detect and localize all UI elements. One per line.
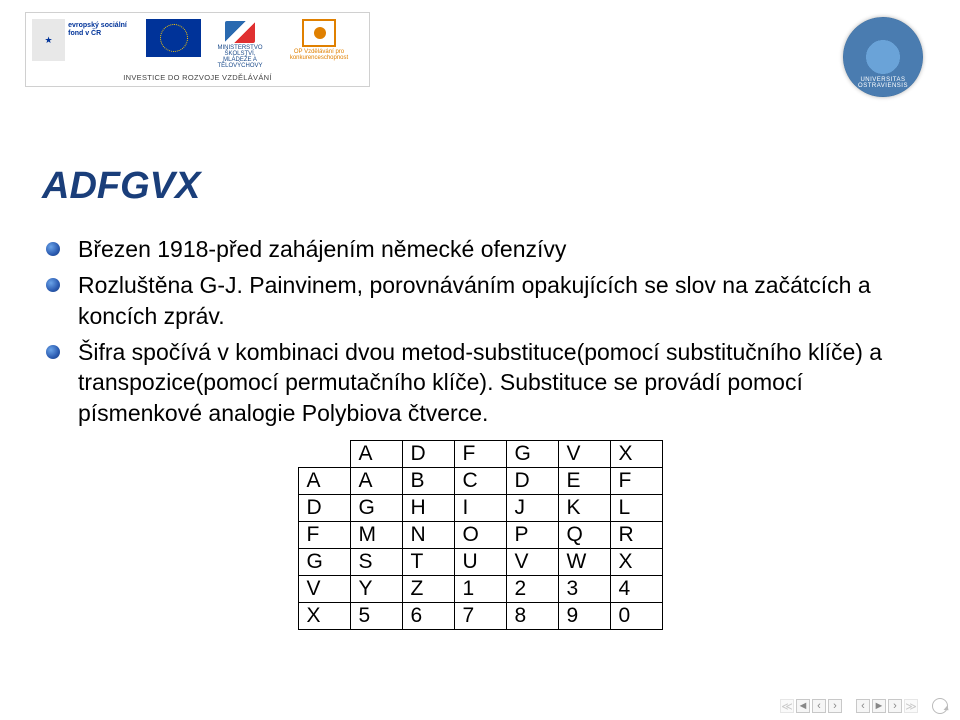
cell: G	[350, 495, 402, 522]
polybius-table: A D F G V X A A B C D E F D G H I J	[298, 440, 663, 630]
nav-loop-icon[interactable]	[932, 698, 948, 714]
row-header: X	[298, 603, 350, 630]
cell: F	[610, 468, 662, 495]
bullet-list: Březen 1918-před zahájením německé ofenz…	[42, 234, 918, 428]
cell: A	[350, 468, 402, 495]
polybius-table-wrap: A D F G V X A A B C D E F D G H I J	[42, 440, 918, 630]
cell: 4	[610, 576, 662, 603]
cell: Z	[402, 576, 454, 603]
esf-label: evropský sociální fond v ČR	[65, 19, 142, 61]
invest-caption: INVESTICE DO ROZVOJE VZDĚLÁVÁNÍ	[32, 73, 363, 82]
slide-header: ★ evropský sociální fond v ČR MINISTERST…	[0, 0, 960, 105]
cell: U	[454, 549, 506, 576]
eu-flag-icon	[146, 19, 201, 57]
slide-title: ADFGVX	[42, 165, 918, 208]
esf-icon: ★	[32, 19, 65, 61]
table-row: D G H I J K L	[298, 495, 662, 522]
cell: Q	[558, 522, 610, 549]
slide-content: ADFGVX Březen 1918-před zahájením německ…	[0, 105, 960, 630]
table-header-row: A D F G V X	[298, 441, 662, 468]
cell: J	[506, 495, 558, 522]
col-header: F	[454, 441, 506, 468]
cell: B	[402, 468, 454, 495]
cell: 3	[558, 576, 610, 603]
table-row: X 5 6 7 8 9 0	[298, 603, 662, 630]
cell: 1	[454, 576, 506, 603]
cell: M	[350, 522, 402, 549]
eu-funding-logos: ★ evropský sociální fond v ČR MINISTERST…	[25, 12, 370, 87]
msmt-label: MINISTERSTVO ŠKOLSTVÍ, MLÁDEŽE A TĚLOVÝC…	[217, 45, 262, 69]
cell: 5	[350, 603, 402, 630]
cell: X	[610, 549, 662, 576]
university-seal-icon	[843, 17, 923, 97]
col-header: D	[402, 441, 454, 468]
cell: H	[402, 495, 454, 522]
university-seal-block	[815, 2, 950, 104]
row-header: G	[298, 549, 350, 576]
nav-group-left: ≪ ◄ ‹ ›	[780, 699, 842, 713]
table-row: F M N O P Q R	[298, 522, 662, 549]
nav-prev-icon[interactable]: ‹	[812, 699, 826, 713]
msmt-logo: MINISTERSTVO ŠKOLSTVÍ, MLÁDEŽE A TĚLOVÝC…	[211, 21, 269, 59]
cell: 2	[506, 576, 558, 603]
cell: 9	[558, 603, 610, 630]
cell: V	[506, 549, 558, 576]
opvk-logo: OP Vzdělávání pro konkurenceschopnost	[278, 19, 360, 61]
nav-forward-icon[interactable]: ›	[888, 699, 902, 713]
bullet-item: Rozluštěna G-J. Painvinem, porovnáváním …	[68, 270, 918, 331]
row-header: A	[298, 468, 350, 495]
nav-group-right: ‹ ► › ≫	[856, 699, 918, 713]
cell: P	[506, 522, 558, 549]
cell: 8	[506, 603, 558, 630]
cell: L	[610, 495, 662, 522]
bullet-item: Šifra spočívá v kombinaci dvou metod-sub…	[68, 337, 918, 428]
bullet-item: Březen 1918-před zahájením německé ofenz…	[68, 234, 918, 264]
esf-logo: ★ evropský sociální fond v ČR	[32, 19, 142, 61]
msmt-icon	[225, 21, 255, 43]
cell: R	[610, 522, 662, 549]
nav-prev-section-icon[interactable]: ◄	[796, 699, 810, 713]
cell: T	[402, 549, 454, 576]
cell: 0	[610, 603, 662, 630]
row-header: V	[298, 576, 350, 603]
cell: E	[558, 468, 610, 495]
cell: I	[454, 495, 506, 522]
cell: K	[558, 495, 610, 522]
table-corner	[298, 441, 350, 468]
table-row: G S T U V W X	[298, 549, 662, 576]
col-header: V	[558, 441, 610, 468]
nav-first-icon[interactable]: ≪	[780, 699, 794, 713]
cell: Y	[350, 576, 402, 603]
cell: C	[454, 468, 506, 495]
nav-back-icon[interactable]: ‹	[856, 699, 870, 713]
cell: D	[506, 468, 558, 495]
nav-next-icon[interactable]: ›	[828, 699, 842, 713]
table-row: A A B C D E F	[298, 468, 662, 495]
beamer-nav: ≪ ◄ ‹ › ‹ ► › ≫	[780, 698, 948, 714]
cell: 6	[402, 603, 454, 630]
cell: O	[454, 522, 506, 549]
cell: S	[350, 549, 402, 576]
cell: W	[558, 549, 610, 576]
col-header: G	[506, 441, 558, 468]
nav-play-icon[interactable]: ►	[872, 699, 886, 713]
col-header: X	[610, 441, 662, 468]
row-header: F	[298, 522, 350, 549]
row-header: D	[298, 495, 350, 522]
cell: 7	[454, 603, 506, 630]
col-header: A	[350, 441, 402, 468]
opvk-icon	[302, 19, 336, 47]
nav-end-icon[interactable]: ≫	[904, 699, 918, 713]
cell: N	[402, 522, 454, 549]
opvk-label: OP Vzdělávání pro konkurenceschopnost	[290, 49, 348, 61]
table-row: V Y Z 1 2 3 4	[298, 576, 662, 603]
